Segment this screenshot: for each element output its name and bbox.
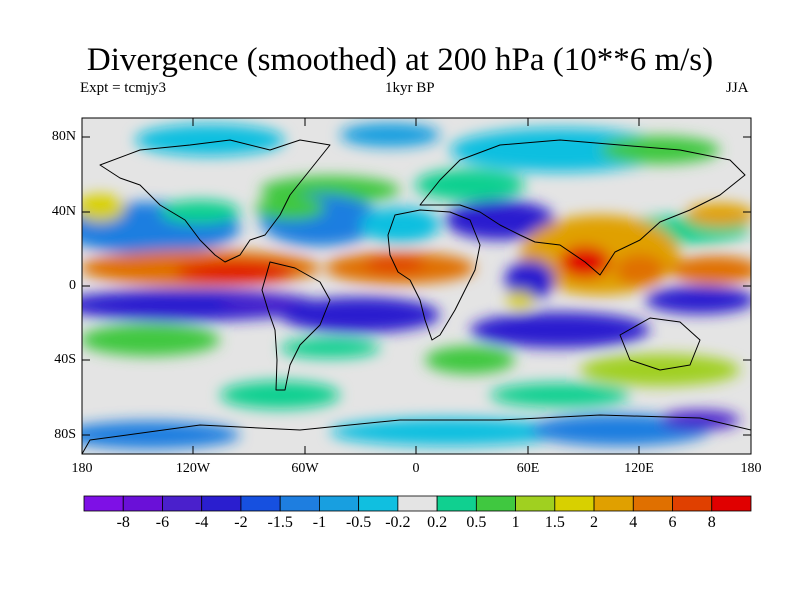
lon-label: 0 <box>412 461 420 476</box>
coastlines <box>82 139 751 454</box>
colorbar-swatch <box>319 495 360 512</box>
lon-label: 180 <box>740 461 762 476</box>
colorbar-label: 0.5 <box>466 514 487 531</box>
colorbar-swatch <box>397 495 438 512</box>
colorbar-label: -1 <box>312 514 327 531</box>
colorbar-label: -0.5 <box>345 514 372 531</box>
colorbar-swatch <box>554 495 595 512</box>
tick-marks <box>82 118 751 454</box>
experiment-label: Expt = tcmjy3 <box>80 80 166 96</box>
colorbar-swatch <box>83 495 124 512</box>
colorbar-swatch <box>201 495 242 512</box>
colorbar-swatch <box>279 495 320 512</box>
colorbar-swatch <box>162 495 203 512</box>
colorbar-swatch <box>672 495 713 512</box>
colorbar-swatch <box>122 495 163 512</box>
colorbar-label: 2 <box>590 514 599 531</box>
colorbar-swatch <box>593 495 634 512</box>
colorbar-label: 4 <box>629 514 638 531</box>
colorbar-label: 8 <box>707 514 716 531</box>
map-title: Divergence (smoothed) at 200 hPa (10**6 … <box>86 42 714 78</box>
colorbar-label: -6 <box>155 514 170 531</box>
lat-label: 0 <box>69 278 76 293</box>
period-label: 1kyr BP <box>385 80 435 96</box>
colorbar-label: -4 <box>195 514 209 531</box>
colorbar-swatch <box>240 495 281 512</box>
colorbar-label: -0.2 <box>385 514 411 531</box>
colorbar-swatch <box>358 495 399 512</box>
lon-label: 120W <box>175 461 211 476</box>
colorbar-swatch <box>711 495 752 512</box>
lat-label: 80N <box>51 129 76 144</box>
season-label: JJA <box>726 80 749 96</box>
colorbar-swatch <box>436 495 477 512</box>
colorbar-label: 1.5 <box>544 514 565 531</box>
lat-label: 40N <box>51 204 76 219</box>
lon-label: 60E <box>516 461 540 476</box>
lon-label: 120E <box>624 461 654 476</box>
colorbar-label: 1 <box>511 514 520 531</box>
colorbar <box>83 495 752 512</box>
lon-label: 180 <box>71 461 93 476</box>
colorbar-swatch <box>515 495 556 512</box>
colorbar-label: -2 <box>234 514 248 531</box>
lat-label: 80S <box>54 427 76 442</box>
lon-label: 60W <box>291 461 319 476</box>
colorbar-label: -1.5 <box>267 514 293 531</box>
colorbar-label: 6 <box>668 514 677 531</box>
lat-label: 40S <box>54 352 76 367</box>
colorbar-label: 0.2 <box>427 514 448 531</box>
divergence-field <box>82 118 751 454</box>
colorbar-swatch <box>632 495 673 512</box>
colorbar-swatch <box>475 495 516 512</box>
colorbar-label: -8 <box>116 514 130 531</box>
